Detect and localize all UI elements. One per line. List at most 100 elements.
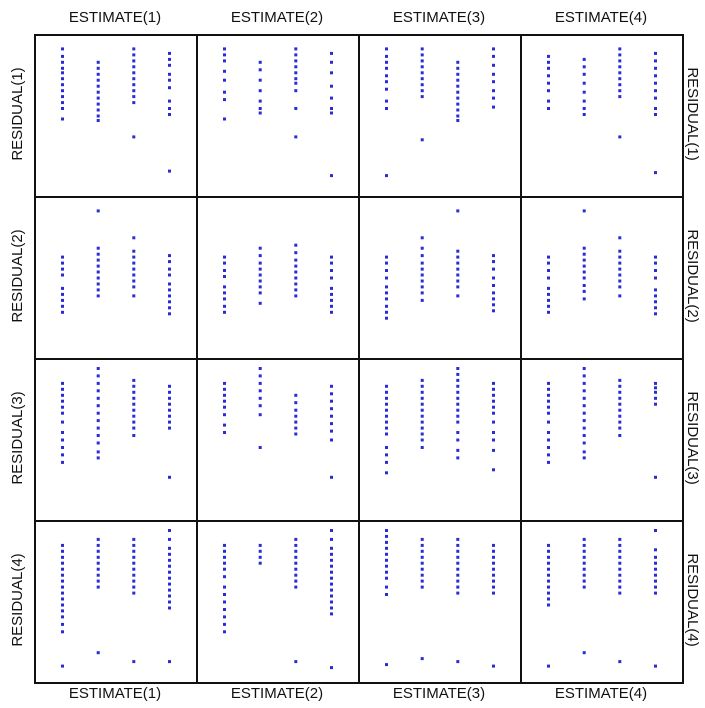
scatter-point <box>96 282 100 286</box>
scatter-point <box>96 114 100 118</box>
scatter-point <box>456 108 460 112</box>
scatter-point <box>61 664 64 668</box>
scatter-point <box>61 603 64 607</box>
scatter-point <box>618 95 622 99</box>
scatter-point <box>492 303 495 307</box>
scatter-point <box>582 555 586 559</box>
left-row-label-2: RESIDUAL(2) <box>9 229 26 322</box>
scatter-point <box>61 630 64 634</box>
scatter-point <box>547 276 550 280</box>
scatter-point <box>582 585 586 589</box>
scatter-point <box>61 71 64 75</box>
scatter-point <box>582 367 586 370</box>
scatter-point <box>258 367 262 370</box>
scatter-point <box>330 298 333 302</box>
scatter-point <box>456 119 460 122</box>
scatter-point <box>132 537 136 541</box>
scatter-point <box>168 426 171 430</box>
scatter-point <box>547 579 550 583</box>
scatter-point <box>61 304 64 308</box>
scatter-point <box>96 252 100 256</box>
scatter-point <box>456 72 460 76</box>
scatter-point <box>132 65 136 69</box>
scatter-point <box>456 114 460 118</box>
scatter-point <box>492 438 495 442</box>
scatter-point <box>654 390 657 394</box>
scatter-point <box>420 585 424 589</box>
scatter-point <box>258 267 262 271</box>
scatter-point <box>330 107 333 110</box>
scatter-point <box>294 585 298 589</box>
scatter-point <box>547 107 550 110</box>
scatter-point <box>618 89 622 93</box>
scatter-point <box>385 585 388 589</box>
panel-r3-c3 <box>358 358 522 522</box>
scatter-point <box>420 83 424 87</box>
scatter-point <box>330 286 333 290</box>
scatter-point <box>61 381 64 385</box>
scatter-point <box>420 298 424 302</box>
scatter-point <box>420 71 424 75</box>
scatter-point <box>547 603 550 607</box>
scatter-point <box>547 446 550 449</box>
scatter-point <box>258 389 262 393</box>
scatter-point <box>61 615 64 619</box>
panel-frame <box>520 34 684 198</box>
scatter-point <box>618 135 622 139</box>
scatter-point <box>456 420 460 424</box>
scatter-point <box>492 387 495 391</box>
scatter-point <box>420 438 424 442</box>
scatter-point <box>294 77 298 81</box>
panel-frame <box>34 196 198 360</box>
scatter-point <box>61 411 64 415</box>
top-column-labels: ESTIMATE(1) ESTIMATE(2) ESTIMATE(3) ESTI… <box>69 9 647 26</box>
scatter-point <box>385 74 388 78</box>
scatter-point <box>330 174 333 178</box>
scatter-point <box>61 543 64 547</box>
scatter-point <box>492 411 495 415</box>
scatter-point <box>96 537 100 541</box>
scatter-point <box>61 549 64 553</box>
scatter-point <box>223 310 226 314</box>
scatter-point <box>582 72 586 76</box>
scatter-point <box>385 402 388 406</box>
scatter-point <box>258 279 262 283</box>
scatter-point <box>330 564 333 568</box>
scatter-point <box>547 664 550 668</box>
scatter-point <box>420 261 424 265</box>
scatter-point <box>330 594 333 598</box>
scatter-point <box>420 378 424 382</box>
scatter-point <box>654 66 657 70</box>
scatter-point <box>456 102 460 106</box>
scatter-point <box>385 66 388 70</box>
right-row-label-4: RESIDUAL(4) <box>684 553 701 646</box>
scatter-point <box>132 294 136 298</box>
scatter-point <box>294 393 298 397</box>
scatter-point <box>96 84 100 88</box>
scatter-point <box>294 65 298 69</box>
scatter-point <box>294 81 298 85</box>
panel-r3-c1 <box>34 358 198 522</box>
scatter-point <box>547 543 550 547</box>
scatter-point <box>258 543 262 547</box>
scatter-point <box>258 301 262 305</box>
scatter-point <box>258 99 262 103</box>
scatter-point <box>582 579 586 583</box>
scatter-point <box>96 294 100 298</box>
scatter-point <box>654 573 657 577</box>
scatter-point <box>223 304 226 308</box>
scatter-point <box>420 396 424 400</box>
scatter-point <box>132 396 136 400</box>
scatter-point <box>618 426 622 430</box>
scatter-point <box>168 402 171 406</box>
scatter-point <box>61 405 64 409</box>
scatter-point <box>258 561 262 565</box>
scatter-point <box>456 285 460 289</box>
panel-frame <box>358 520 522 684</box>
scatter-point <box>618 543 622 547</box>
scatter-point <box>132 249 136 253</box>
scatter-point <box>168 414 171 418</box>
scatter-point <box>385 396 388 400</box>
scatter-point <box>547 597 550 601</box>
